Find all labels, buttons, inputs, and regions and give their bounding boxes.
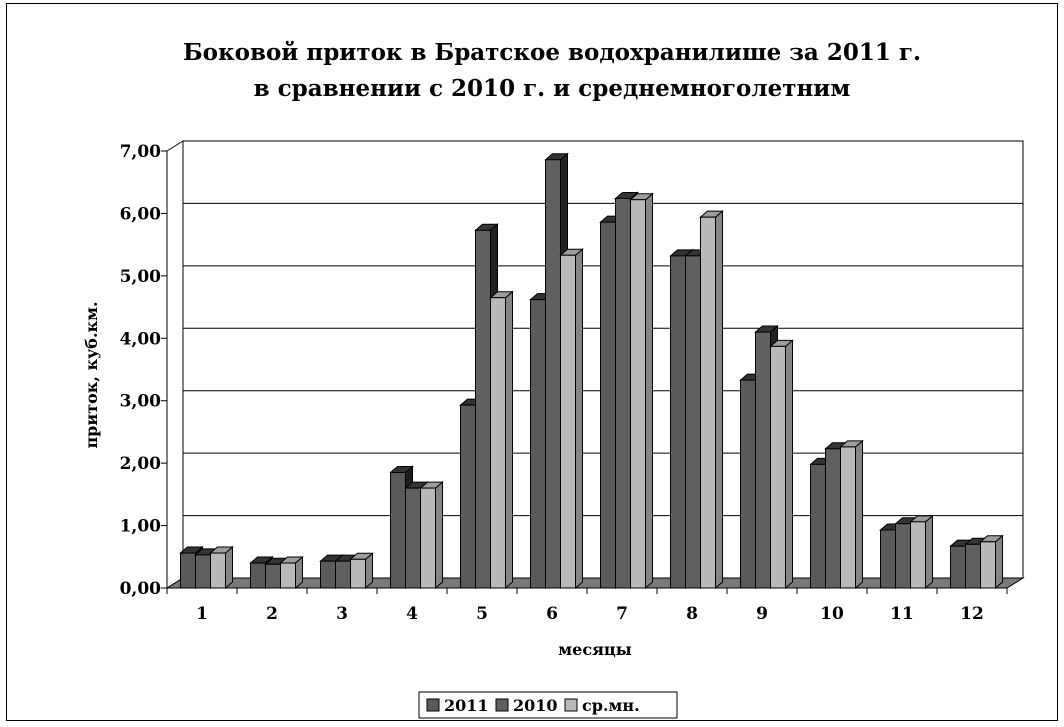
bar-front: [280, 562, 296, 589]
plot-area: 0,001,002,003,004,005,006,007,001 2 3 4 5 6 7 8…: [120, 140, 1025, 624]
bar-front: [950, 545, 966, 589]
bar-front: [210, 552, 226, 589]
x-tick-label: 2: [266, 604, 278, 624]
bar-side: [925, 514, 933, 590]
bar-front: [755, 331, 771, 589]
bar-front: [630, 199, 646, 589]
bar-side: [785, 339, 793, 590]
bar-front: [840, 446, 856, 589]
legend-swatch: [426, 698, 440, 712]
y-tick-label: 5,00: [120, 267, 162, 287]
bar-front: [670, 255, 686, 589]
bar-3-3: [349, 552, 374, 590]
chart-title-line-2: в сравнении с 2010 г. и среднемноголетни…: [254, 75, 851, 102]
bar-front: [250, 562, 266, 589]
legend-label: 2010: [513, 696, 558, 715]
bar-front: [600, 221, 616, 589]
bar-front: [615, 197, 631, 589]
bar-front: [980, 541, 996, 589]
bar-front: [965, 543, 981, 589]
bar-3-6: [559, 248, 584, 590]
bar-3-5: [489, 290, 514, 590]
bar-front: [180, 552, 196, 589]
bar-front: [390, 472, 406, 589]
bar-side: [645, 192, 653, 590]
x-axis-label: месяцы: [558, 640, 632, 659]
legend-label: 2011: [444, 696, 489, 715]
bar-front: [350, 558, 366, 589]
bar-3-7: [629, 192, 654, 590]
legend-swatch: [564, 698, 578, 712]
bar-front: [880, 529, 896, 589]
bar-side: [435, 481, 443, 590]
bar-front: [405, 487, 421, 589]
bar-front: [810, 463, 826, 589]
bar-3-11: [909, 514, 934, 590]
bar-front: [685, 255, 701, 589]
x-tick-label: 11: [890, 604, 914, 624]
y-tick-label: 1,00: [120, 517, 162, 537]
legend-swatch: [495, 698, 509, 712]
x-tick-label: 3: [336, 604, 348, 624]
bar-front: [460, 404, 476, 589]
y-tick-label: 2,00: [120, 454, 162, 474]
bar-front: [335, 560, 351, 589]
bar-front: [560, 254, 576, 589]
bar-front: [825, 448, 841, 589]
x-tick-label: 6: [546, 604, 558, 624]
bar-side: [855, 439, 863, 590]
legend-label: ср.мн.: [582, 696, 640, 715]
bar-front: [195, 554, 211, 589]
bar-front: [895, 523, 911, 589]
y-tick-label: 6,00: [120, 204, 162, 224]
x-tick-label: 12: [960, 604, 984, 624]
chart-canvas: Боковой приток в Братское водохранилише …: [82, 39, 1025, 719]
bar-front: [545, 159, 561, 589]
bar-side: [715, 210, 723, 590]
bar-front: [700, 216, 716, 589]
y-tick-label: 4,00: [120, 329, 162, 349]
y-axis-label: приток, куб.км.: [82, 301, 101, 448]
bar-3-12: [979, 534, 1004, 590]
x-tick-label: 4: [406, 604, 418, 624]
bar-3-4: [419, 481, 444, 590]
x-tick-label: 1: [196, 604, 208, 624]
bar-side: [505, 290, 513, 590]
bar-front: [910, 521, 926, 589]
bar-side: [995, 534, 1003, 590]
x-tick-label: 10: [820, 604, 844, 624]
legend-box: [418, 691, 678, 719]
bar-front: [740, 379, 756, 589]
x-tick-label: 5: [476, 604, 488, 624]
y-tick-label: 7,00: [120, 142, 162, 162]
bar-front: [420, 487, 436, 589]
bar-front: [320, 560, 336, 589]
x-tick-label: 8: [686, 604, 698, 624]
bar-3-1: [209, 545, 234, 590]
y-tick-label: 0,00: [120, 579, 162, 599]
y-tick-label: 3,00: [120, 392, 162, 412]
chart-frame: Боковой приток в Братское водохранилише …: [6, 3, 1058, 721]
bar-front: [265, 563, 281, 589]
bar-front: [530, 299, 546, 589]
chart-title-line-1: Боковой приток в Братское водохранилише …: [183, 39, 921, 66]
bar-front: [475, 229, 491, 589]
bar-side: [575, 248, 583, 590]
bar-front: [770, 345, 786, 589]
bar-3-8: [699, 210, 724, 590]
x-tick-label: 7: [616, 604, 628, 624]
bar-front: [490, 297, 506, 589]
bar-3-9: [769, 339, 794, 590]
bar-3-10: [839, 439, 864, 590]
legend: 2011 2010 ср.мн.: [418, 691, 678, 719]
bar-3-2: [279, 555, 304, 590]
x-tick-label: 9: [756, 604, 768, 624]
plot-side-wall: [166, 140, 184, 589]
bar-side: [225, 545, 233, 590]
